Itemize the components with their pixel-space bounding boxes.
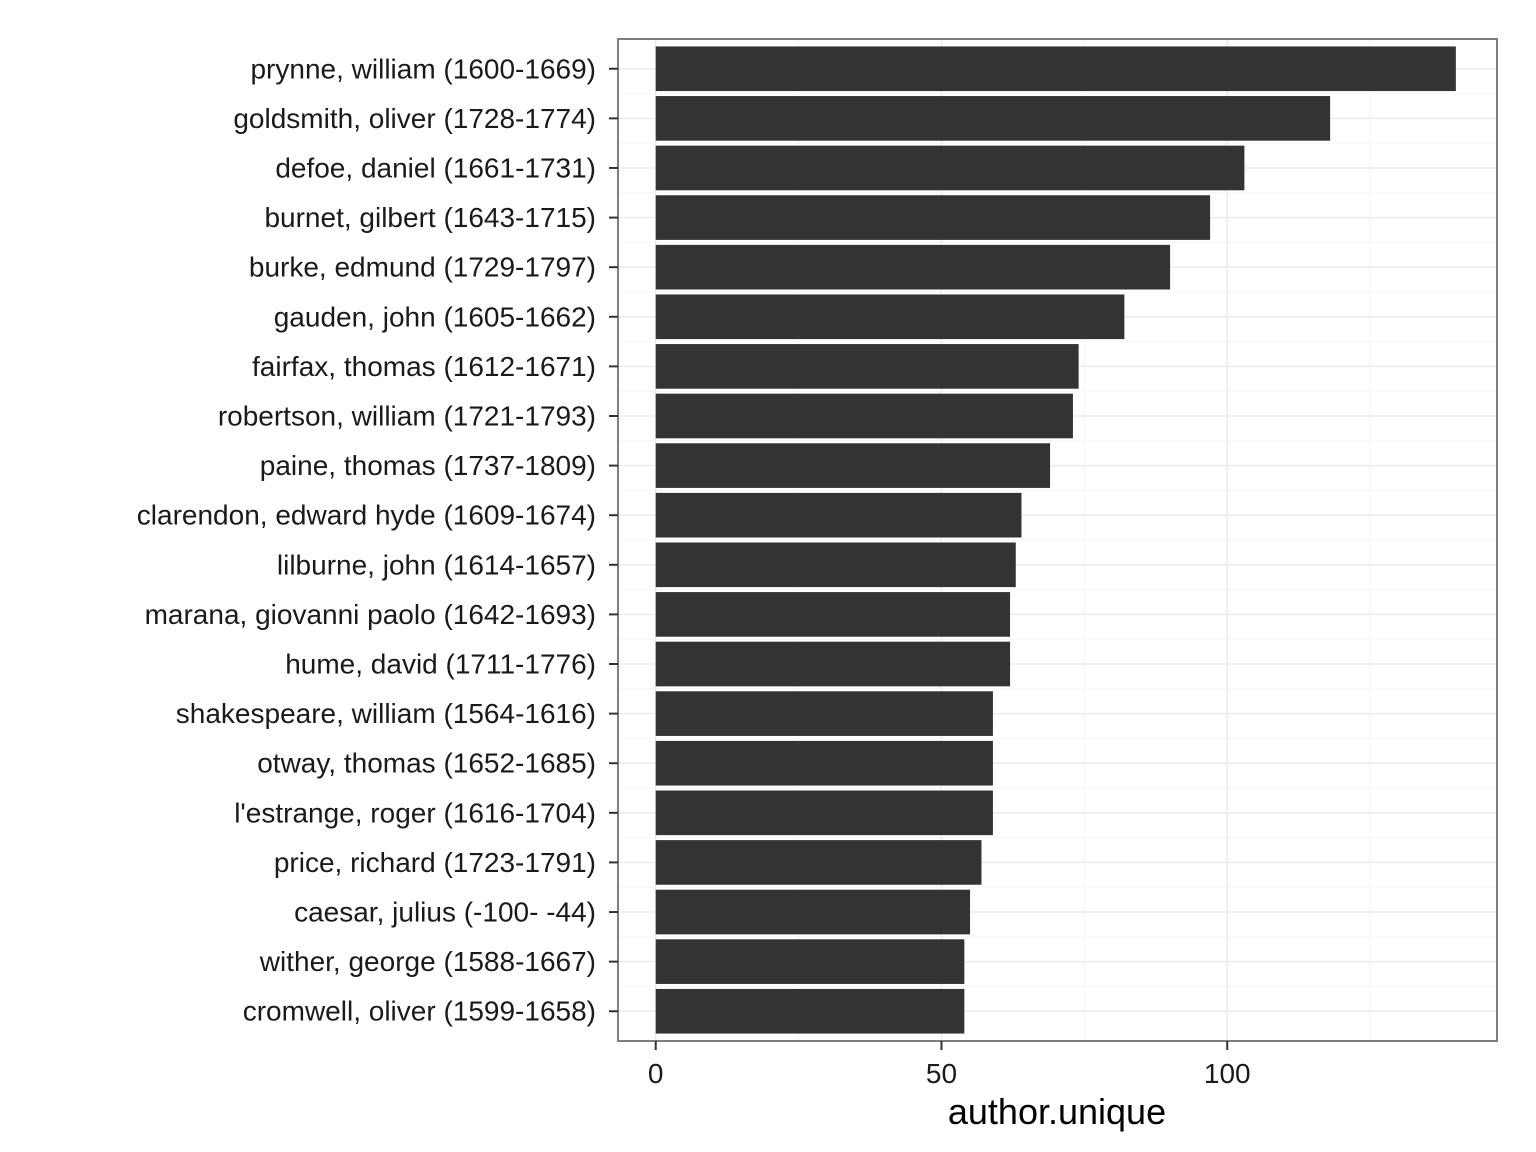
- category-label: defoe, daniel (1661-1731): [275, 152, 596, 183]
- minor-gridlines: [618, 39, 1497, 1041]
- category-label: paine, thomas (1737-1809): [260, 450, 596, 481]
- x-axis: 0 50 100: [648, 1041, 1251, 1089]
- category-label: price, richard (1723-1791): [274, 847, 596, 878]
- category-label: cromwell, oliver (1599-1658): [243, 996, 596, 1027]
- category-label: shakespeare, william (1564-1616): [176, 698, 596, 729]
- bar: [655, 244, 1171, 290]
- bar: [655, 443, 1051, 488]
- category-label: wither, george (1588-1667): [259, 946, 596, 977]
- bar: [655, 294, 1125, 340]
- category-label: gauden, john (1605-1662): [274, 301, 596, 332]
- bar: [655, 740, 993, 786]
- x-tick-label: 50: [926, 1058, 957, 1089]
- panel-border: [617, 38, 1498, 1042]
- y-axis: prynne, william (1600-1669) goldsmith, ol…: [137, 53, 618, 1027]
- category-label: clarendon, edward hyde (1609-1674): [137, 500, 596, 531]
- bar: [655, 46, 1456, 92]
- bar: [655, 939, 965, 984]
- bar: [655, 492, 1022, 538]
- x-axis-title: author.unique: [948, 1091, 1166, 1132]
- bar: [655, 889, 971, 935]
- bar: [655, 641, 1011, 687]
- bar: [655, 840, 982, 885]
- x-tick-label: 100: [1204, 1058, 1251, 1089]
- bar: [655, 393, 1073, 439]
- bar: [655, 96, 1331, 141]
- bar: [655, 988, 965, 1034]
- bars: [655, 46, 1456, 1034]
- category-label: hume, david (1711-1776): [285, 649, 596, 680]
- category-label: caesar, julius (-100- -44): [294, 897, 596, 928]
- category-label: burke, edmund (1729-1797): [249, 252, 596, 283]
- category-label: goldsmith, oliver (1728-1774): [233, 103, 596, 134]
- category-label: l'estrange, roger (1616-1704): [234, 797, 596, 828]
- bar: [655, 145, 1245, 191]
- category-label: burnet, gilbert (1643-1715): [264, 202, 596, 233]
- x-tick-label: 0: [648, 1058, 664, 1089]
- bar: [655, 790, 993, 836]
- bar: [655, 691, 993, 736]
- category-label: otway, thomas (1652-1685): [257, 748, 596, 779]
- category-label: robertson, william (1721-1793): [218, 400, 596, 431]
- category-label: prynne, william (1600-1669): [250, 53, 596, 84]
- bar: [655, 592, 1011, 637]
- category-label: marana, giovanni paolo (1642-1693): [145, 599, 596, 630]
- category-label: lilburne, john (1614-1657): [277, 549, 596, 580]
- bar: [655, 195, 1211, 240]
- category-label: fairfax, thomas (1612-1671): [252, 351, 596, 382]
- bar: [655, 542, 1016, 588]
- bar: [655, 344, 1079, 389]
